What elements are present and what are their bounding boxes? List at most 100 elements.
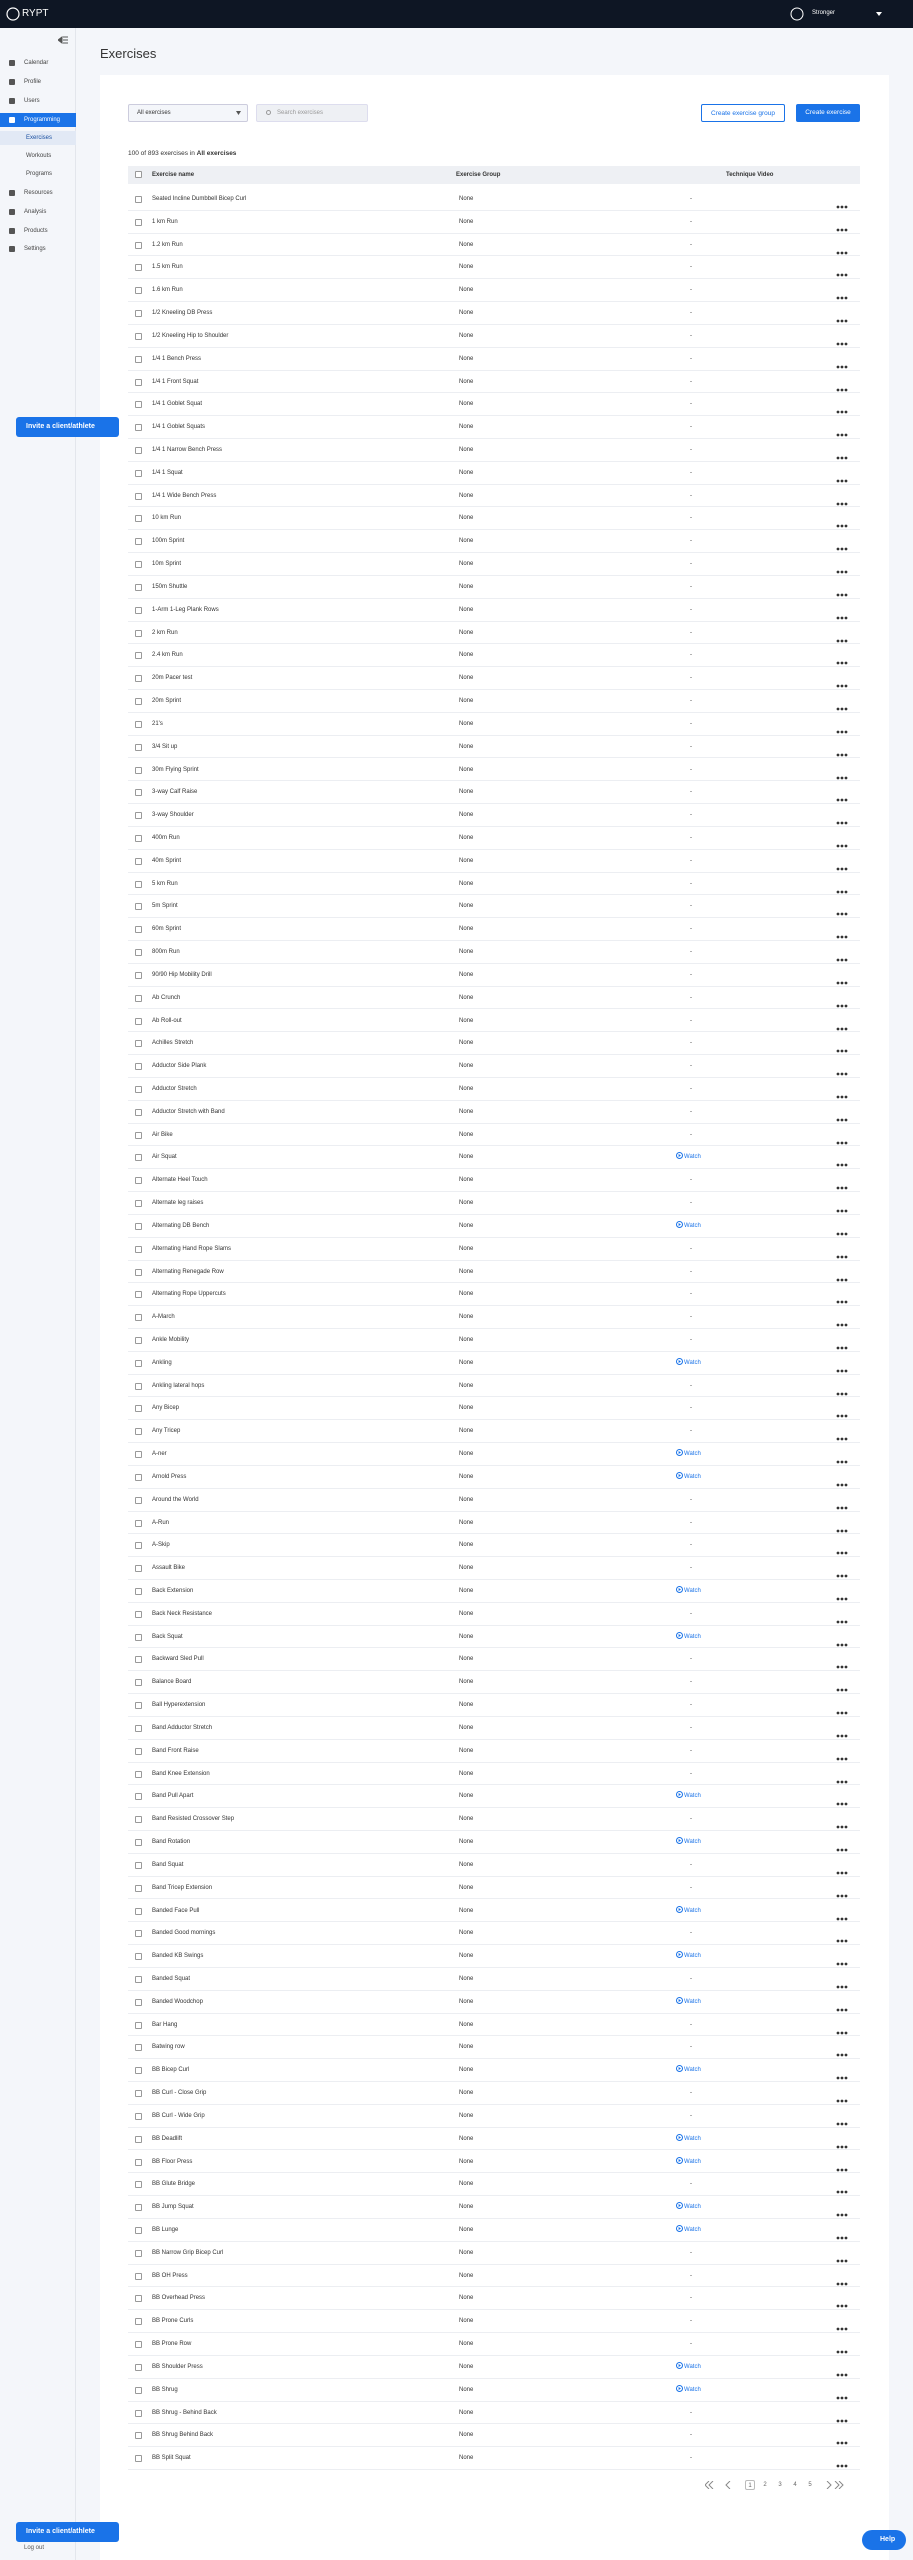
row-menu[interactable] — [836, 585, 848, 608]
row-menu[interactable] — [836, 288, 848, 311]
exercise-name[interactable]: Air Bike — [152, 1131, 173, 1138]
row-menu[interactable] — [836, 1270, 848, 1293]
search-input[interactable]: Search exercises — [256, 104, 368, 122]
watch-link[interactable]: Watch — [676, 2356, 701, 2379]
row-checkbox[interactable] — [135, 1337, 142, 1344]
row-checkbox[interactable] — [135, 1998, 142, 2006]
exercise-name[interactable]: 1/4 1 Bench Press — [152, 355, 202, 362]
row-checkbox[interactable] — [135, 1610, 142, 1618]
row-menu[interactable] — [836, 357, 848, 380]
user-name[interactable]: Stronger — [812, 10, 836, 16]
row-menu[interactable] — [836, 2000, 848, 2023]
row-menu[interactable] — [836, 653, 848, 676]
row-checkbox[interactable] — [135, 1930, 142, 1938]
row-menu[interactable] — [836, 1817, 848, 1840]
row-menu[interactable] — [836, 1406, 848, 1429]
row-menu[interactable] — [836, 425, 848, 448]
exercise-name[interactable]: 60m Sprint — [152, 926, 182, 933]
row-checkbox[interactable] — [135, 766, 142, 774]
row-menu[interactable] — [836, 1703, 848, 1726]
exercise-name[interactable]: 150m Shuttle — [152, 583, 188, 590]
row-checkbox[interactable] — [135, 1861, 142, 1869]
row-menu[interactable] — [836, 676, 848, 699]
watch-link[interactable]: Watch — [676, 1945, 701, 1968]
exercise-name[interactable]: Alternating Hand Rope Slams — [152, 1245, 232, 1252]
row-checkbox[interactable] — [135, 698, 142, 706]
row-menu[interactable] — [836, 904, 848, 927]
row-checkbox[interactable] — [135, 675, 142, 683]
exercise-name[interactable]: Band Squat — [152, 1861, 184, 1868]
row-checkbox[interactable] — [135, 2135, 142, 2143]
row-menu[interactable] — [836, 1498, 848, 1521]
row-menu[interactable] — [836, 813, 848, 836]
row-checkbox[interactable] — [135, 994, 142, 1002]
exercise-name[interactable]: 5 km Run — [152, 880, 178, 887]
exercise-name[interactable]: Any Tricep — [152, 1428, 181, 1435]
exercise-name[interactable]: BB Overhead Press — [152, 2295, 206, 2302]
exercise-name[interactable]: Band Rotation — [152, 1839, 191, 1846]
row-menu[interactable] — [836, 2160, 848, 2183]
row-checkbox[interactable] — [135, 2181, 142, 2189]
row-checkbox[interactable] — [135, 1428, 142, 1436]
nav-item[interactable]: Profile — [0, 75, 76, 89]
exercise-name[interactable]: A-March — [152, 1314, 175, 1321]
exercise-name[interactable]: Seated Incline Dumbbell Bicep Curl — [152, 196, 247, 202]
row-checkbox[interactable] — [135, 447, 142, 455]
exercise-name[interactable]: 100m Sprint — [152, 538, 185, 545]
exercise-name[interactable]: Back Squat — [152, 1633, 183, 1640]
page-number[interactable]: 2 — [763, 2482, 767, 2488]
watch-link[interactable]: Watch — [676, 1352, 701, 1375]
row-menu[interactable] — [836, 1064, 848, 1087]
exercise-name[interactable]: Banded Squat — [152, 1975, 191, 1982]
row-checkbox[interactable] — [135, 2272, 142, 2280]
exercise-name[interactable]: Arnold Press — [152, 1473, 187, 1480]
row-checkbox[interactable] — [135, 857, 142, 865]
row-checkbox[interactable] — [135, 1200, 142, 1208]
exercise-name[interactable]: BB Lunge — [152, 2226, 179, 2233]
row-menu[interactable] — [836, 197, 848, 220]
row-menu[interactable] — [836, 1772, 848, 1795]
row-menu[interactable] — [836, 2114, 848, 2137]
row-checkbox[interactable] — [135, 2112, 142, 2120]
row-menu[interactable] — [836, 1726, 848, 1749]
row-checkbox[interactable] — [135, 1793, 142, 1801]
exercise-name[interactable]: Batwing row — [152, 2044, 185, 2051]
row-checkbox[interactable] — [135, 2158, 142, 2166]
watch-link[interactable]: Watch — [676, 2128, 701, 2151]
row-checkbox[interactable] — [135, 355, 142, 363]
exercise-name[interactable]: Ball Hyperextension — [152, 1702, 206, 1709]
exercise-name[interactable]: BB Shoulder Press — [152, 2363, 203, 2370]
nav-item[interactable]: Calendar — [0, 56, 76, 70]
row-menu[interactable] — [836, 1543, 848, 1566]
row-menu[interactable] — [836, 220, 848, 243]
exercise-name[interactable]: Band Pull Apart — [152, 1793, 194, 1800]
exercise-name[interactable]: 1/4 1 Goblet Squat — [152, 401, 203, 408]
row-menu[interactable] — [836, 311, 848, 334]
row-menu[interactable] — [836, 2182, 848, 2205]
row-menu[interactable] — [836, 2296, 848, 2319]
row-checkbox[interactable] — [135, 1177, 142, 1185]
row-menu[interactable] — [836, 1041, 848, 1064]
nav-item[interactable]: Settings — [0, 242, 76, 256]
row-menu[interactable] — [836, 2274, 848, 2297]
row-menu[interactable] — [836, 2023, 848, 2046]
row-menu[interactable] — [836, 1612, 848, 1635]
exercise-name[interactable]: Band Front Raise — [152, 1747, 199, 1754]
row-menu[interactable] — [836, 1954, 848, 1977]
exercise-name[interactable]: BB Split Squat — [152, 2455, 191, 2462]
row-menu[interactable] — [836, 631, 848, 654]
watch-link[interactable]: Watch — [676, 1215, 701, 1238]
row-menu[interactable] — [836, 1840, 848, 1863]
row-checkbox[interactable] — [135, 1017, 142, 1025]
exercise-name[interactable]: BB Shrug — [152, 2386, 178, 2393]
row-menu[interactable] — [836, 1566, 848, 1589]
exercise-name[interactable]: 10m Sprint — [152, 561, 182, 568]
row-checkbox[interactable] — [135, 1724, 142, 1732]
row-checkbox[interactable] — [135, 1405, 142, 1413]
row-menu[interactable] — [836, 2205, 848, 2228]
row-checkbox[interactable] — [135, 949, 142, 957]
row-menu[interactable] — [836, 2068, 848, 2091]
row-checkbox[interactable] — [135, 515, 142, 523]
exercise-name[interactable]: 21's — [152, 720, 163, 727]
row-checkbox[interactable] — [135, 2044, 142, 2052]
